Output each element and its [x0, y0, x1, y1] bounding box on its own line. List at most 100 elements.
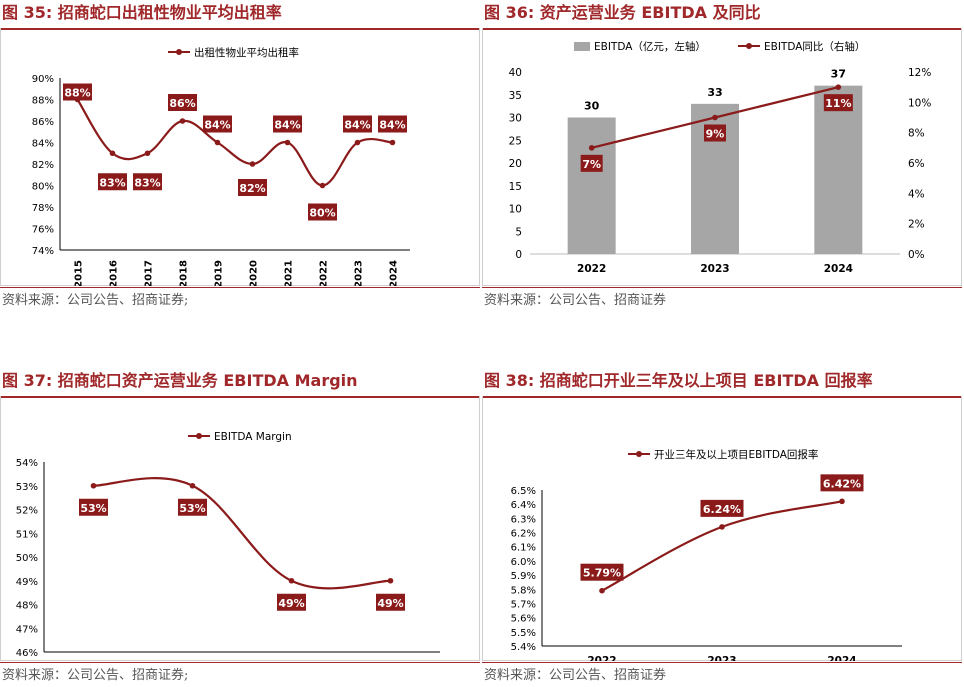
- y-tick-label: 5.9%: [511, 571, 536, 582]
- data-label-box: [308, 203, 337, 221]
- data-label: 84%: [379, 119, 405, 132]
- y-tick-label: 5.7%: [511, 599, 536, 610]
- data-label: 49%: [278, 597, 304, 610]
- data-point: [284, 139, 291, 146]
- x-tick-label: 2022: [319, 260, 330, 286]
- y-tick-label: 51%: [16, 529, 38, 540]
- x-tick-label: 2023: [707, 655, 736, 661]
- bar: [567, 117, 616, 254]
- legend-marker: [176, 49, 182, 55]
- y-tick-label: 6.4%: [511, 500, 536, 511]
- panel-chart-35: 图 35: 招商蛇口出租性物业平均出租率 出租性物业平均出租率 74% 76% 78%…: [0, 0, 480, 312]
- source-divider: [482, 662, 962, 663]
- series-line: [76, 98, 393, 187]
- x-tick-label: 2024: [827, 655, 856, 661]
- legend-marker: [636, 451, 642, 457]
- y-tick-label: 90%: [32, 74, 54, 85]
- legend-marker: [196, 433, 202, 439]
- y-tick-label: 5.4%: [511, 642, 536, 653]
- y-tick-label: 5.5%: [511, 628, 536, 639]
- data-label: 84%: [344, 119, 370, 132]
- source-note: 资料来源：公司公告、招商证券;: [2, 668, 189, 683]
- bar: [814, 85, 863, 255]
- chart-title: 图 38: 招商蛇口开业三年及以上项目 EBITDA 回报率: [482, 368, 962, 398]
- data-point: [144, 150, 151, 157]
- x-tick-label: 2015: [74, 260, 85, 286]
- x-tick-label: 2019: [214, 260, 225, 286]
- data-label-box: [168, 94, 197, 111]
- data-label-box: [79, 498, 108, 516]
- y-tick-label: 80%: [32, 182, 54, 193]
- data-label: 84%: [204, 119, 230, 132]
- y-tick-label: 5.6%: [511, 614, 536, 625]
- x-tick-label: 2022: [577, 263, 606, 275]
- y-tick-label: 54%: [16, 458, 38, 469]
- y-tick-label: 6.3%: [511, 514, 536, 525]
- y-tick-label: 50%: [16, 553, 38, 564]
- data-label: 6.24%: [703, 503, 741, 516]
- y-tick-label: 84%: [32, 139, 54, 150]
- data-point: [319, 182, 326, 189]
- data-label-box: [273, 115, 302, 133]
- panel-chart-36: 图 36: 资产运营业务 EBITDA 及同比 EBITDA（亿元，左轴） EBI…: [482, 0, 962, 312]
- data-label: 53%: [179, 502, 205, 515]
- data-point: [179, 118, 186, 124]
- legend-label: EBITDA Margin: [214, 431, 292, 443]
- x-tick-label: 2023: [700, 263, 729, 275]
- data-label: 9%: [706, 128, 725, 141]
- x-tick-label: 2017: [144, 260, 155, 286]
- x-tick-label: 2022: [587, 655, 616, 661]
- chart-frame: [0, 28, 480, 286]
- y-tick-label: 53%: [16, 482, 38, 493]
- data-label-box: [238, 179, 267, 196]
- chart-36-svg: EBITDA（亿元，左轴） EBITDA同比（右轴） 0 5 10 15 20 25 30 35 4…: [509, 40, 932, 275]
- data-label-box: [700, 499, 744, 517]
- data-label: 53%: [80, 502, 106, 515]
- y-tick-label: 49%: [16, 577, 38, 588]
- legend-bar-swatch: [574, 42, 590, 51]
- data-label: 84%: [274, 119, 300, 132]
- source-divider: [482, 287, 962, 288]
- y-tick-label: 0: [515, 249, 522, 261]
- y-tick-label: 52%: [16, 506, 38, 517]
- chart-frame: [0, 396, 480, 661]
- data-label-box: [98, 173, 127, 191]
- source-note: 资料来源：公司公告、招商证券;: [2, 293, 189, 308]
- data-point: [288, 577, 295, 584]
- y-tick-label: 6.2%: [511, 529, 536, 540]
- bar-value-label: 30: [584, 100, 600, 113]
- chart-title: 图 35: 招商蛇口出租性物业平均出租率: [0, 0, 480, 30]
- y2-tick-label: 8%: [908, 128, 925, 140]
- data-point: [109, 150, 116, 157]
- data-label: 6.42%: [823, 477, 861, 490]
- y2-tick-label: 4%: [908, 188, 925, 200]
- x-tick-label: 2024: [389, 260, 400, 286]
- chart-frame: [482, 396, 962, 661]
- series-line: [93, 477, 391, 590]
- y-tick-label: 76%: [32, 225, 54, 236]
- data-point: [354, 139, 361, 146]
- data-label-box: [376, 593, 405, 611]
- y-tick-label: 46%: [16, 648, 38, 659]
- data-point: [90, 482, 97, 489]
- data-label: 86%: [169, 97, 195, 110]
- x-tick-label: 2018: [179, 260, 190, 286]
- chart-title: 图 36: 资产运营业务 EBITDA 及同比: [482, 0, 962, 30]
- chart-35-svg: 出租性物业平均出租率 74% 76% 78% 80% 82% 84% 86% 88% 90% 201…: [32, 46, 410, 286]
- y-tick-label: 6.1%: [511, 543, 536, 554]
- data-point: [599, 587, 605, 594]
- chart-38-svg: 开业三年及以上项目EBITDA回报率 5.4% 5.5% 5.6% 5.7% 5.8% 5.…: [511, 448, 902, 661]
- data-label-box: [820, 474, 864, 492]
- y2-tick-label: 10%: [908, 97, 931, 109]
- panel-chart-38: 图 38: 招商蛇口开业三年及以上项目 EBITDA 回报率 开业三年及以上项目…: [482, 368, 962, 687]
- source-note: 资料来源：公司公告、招商证券: [484, 293, 667, 308]
- legend-label: 出租性物业平均出租率: [194, 46, 299, 59]
- chart-title: 图 37: 招商蛇口资产运营业务 EBITDA Margin: [0, 368, 480, 398]
- data-point: [387, 577, 394, 584]
- y2-tick-label: 2%: [908, 219, 925, 231]
- data-label-box: [277, 593, 306, 611]
- data-point: [389, 139, 396, 146]
- y-tick-label: 5: [515, 226, 522, 238]
- y2-tick-label: 0%: [908, 249, 925, 261]
- y-tick-label: 25: [509, 135, 522, 147]
